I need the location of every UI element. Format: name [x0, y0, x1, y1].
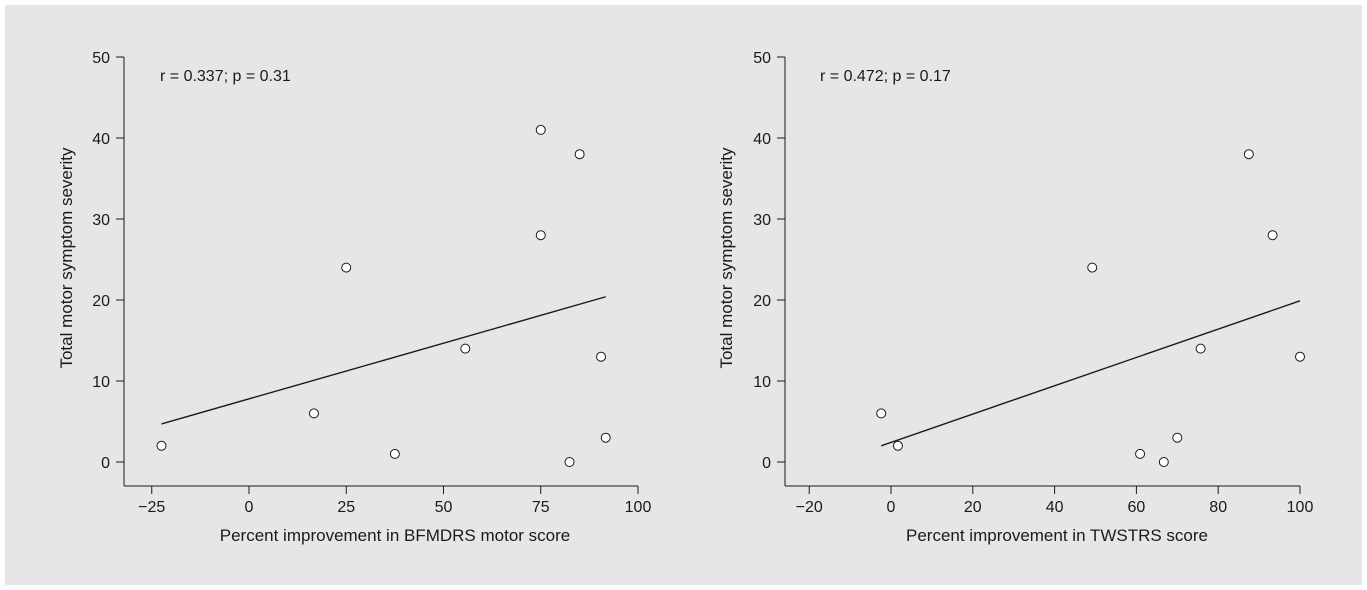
data-point	[574, 149, 585, 160]
y-tick-label: 10	[753, 374, 771, 391]
x-tick-label: 0	[245, 499, 254, 516]
data-point	[1295, 351, 1305, 362]
data-point	[535, 124, 546, 135]
x-tick-label: 100	[625, 499, 652, 516]
data-point	[1087, 262, 1098, 273]
y-tick-label: 0	[762, 455, 771, 472]
y-tick-label: 10	[92, 374, 110, 391]
x-tick-label: 25	[337, 499, 355, 516]
correlation-annotation: r = 0.472; p = 0.17	[820, 68, 951, 85]
scatter-panel-twstrs: Total motor symptom severity Percent imp…	[717, 50, 1313, 545]
regression-line	[161, 296, 606, 425]
correlation-annotation: r = 0.337; p = 0.31	[160, 68, 291, 85]
regression-line	[880, 300, 1301, 447]
data-point	[1158, 457, 1169, 467]
x-tick-label: 60	[1128, 499, 1146, 516]
data-point	[308, 408, 319, 419]
y-tick-label: 50	[92, 50, 110, 67]
x-axis-title: Percent improvement in TWSTRS score	[906, 526, 1208, 545]
data-point	[389, 448, 400, 459]
data-point	[1172, 432, 1183, 443]
x-tick-label: 100	[1287, 499, 1314, 516]
data-point	[564, 457, 575, 467]
data-point	[460, 343, 471, 354]
figure-background	[5, 5, 1362, 585]
data-point	[876, 408, 887, 419]
x-axis-title: Percent improvement in BFMDRS motor scor…	[220, 526, 571, 545]
x-tick-label: 40	[1046, 499, 1064, 516]
data-point	[1243, 149, 1254, 160]
data-point	[341, 262, 352, 273]
y-axis-title: Total motor symptom severity	[57, 147, 76, 369]
y-tick-label: 0	[101, 455, 110, 472]
x-tick-label: 80	[1209, 499, 1227, 516]
x-tick-label: −20	[796, 499, 823, 516]
x-tick-label: 20	[964, 499, 982, 516]
y-tick-label: 50	[753, 50, 771, 67]
y-tick-label: 30	[92, 212, 110, 229]
y-tick-label: 20	[92, 293, 110, 310]
data-point	[1195, 343, 1206, 354]
y-axis-title: Total motor symptom severity	[717, 147, 736, 369]
data-point	[600, 432, 611, 443]
y-tick-label: 40	[92, 131, 110, 148]
data-point	[596, 351, 607, 362]
y-tick-label: 30	[753, 212, 771, 229]
y-tick-label: 20	[753, 293, 771, 310]
data-point	[892, 440, 903, 451]
data-point	[1135, 448, 1146, 459]
data-point	[1267, 230, 1278, 241]
scatter-panel-bfmdrs: Total motor symptom severity Percent imp…	[57, 50, 651, 545]
x-tick-label: 75	[532, 499, 550, 516]
x-tick-label: 0	[887, 499, 896, 516]
x-tick-label: −25	[138, 499, 165, 516]
x-tick-label: 50	[435, 499, 453, 516]
y-tick-label: 40	[753, 131, 771, 148]
data-point	[156, 440, 167, 451]
data-point	[535, 230, 546, 241]
